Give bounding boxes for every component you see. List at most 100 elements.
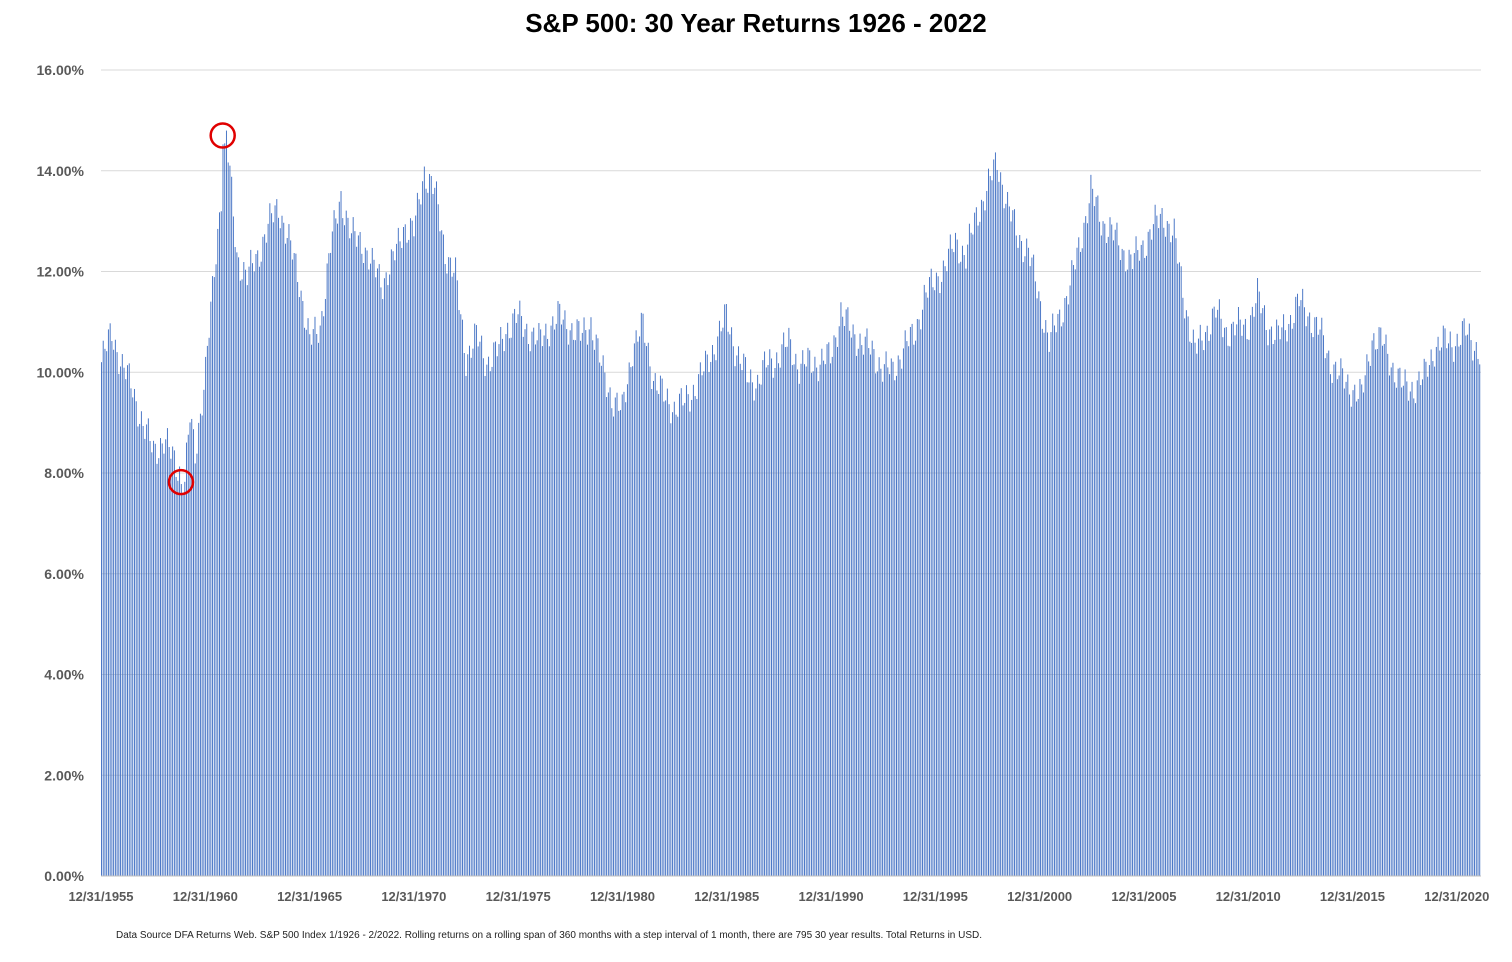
bar [1427, 376, 1429, 876]
bar [670, 423, 672, 876]
bar [994, 152, 996, 877]
bar [522, 336, 524, 876]
bar [1208, 340, 1210, 876]
bar [486, 364, 488, 876]
bar [427, 192, 429, 876]
bar [653, 380, 654, 876]
bar [1139, 260, 1140, 877]
bar [413, 236, 415, 876]
bar [158, 458, 160, 876]
bar [489, 371, 491, 876]
bar [1389, 375, 1390, 876]
bar [550, 325, 552, 876]
bar [897, 355, 899, 877]
bar [118, 373, 120, 876]
bar [625, 402, 627, 876]
bar [680, 388, 682, 876]
bar [878, 357, 880, 876]
bar [533, 327, 535, 876]
bar [941, 281, 943, 876]
bar [661, 378, 663, 876]
bar [1222, 337, 1224, 876]
bar [1147, 231, 1149, 876]
bar [540, 329, 542, 876]
bar [252, 263, 253, 876]
bar [1000, 172, 1002, 876]
bar [1097, 195, 1099, 877]
bar [317, 342, 319, 876]
bar [902, 348, 904, 876]
bar [628, 362, 630, 876]
bar [482, 358, 484, 876]
bar [1191, 342, 1193, 877]
bar [1116, 222, 1118, 876]
bar [184, 481, 186, 876]
bar [595, 334, 597, 877]
bar [1114, 229, 1116, 877]
bar [125, 379, 127, 876]
bar [260, 261, 262, 876]
bar [1224, 327, 1226, 876]
bar [238, 257, 240, 876]
bar [738, 346, 740, 876]
bar [1260, 313, 1262, 877]
bar [529, 351, 531, 877]
bar [186, 442, 188, 876]
bar [859, 333, 861, 877]
bar [297, 282, 299, 876]
bar [422, 181, 424, 876]
bar [1055, 332, 1057, 877]
bar [981, 199, 983, 876]
bar [1265, 330, 1267, 876]
bar [946, 271, 948, 876]
bar [212, 276, 214, 876]
bar [699, 362, 701, 877]
bar [1319, 329, 1321, 876]
bar [967, 244, 969, 877]
bar [646, 346, 648, 876]
bar [958, 263, 960, 876]
bar [561, 324, 562, 876]
bar [250, 249, 252, 876]
bar [276, 199, 278, 877]
bar [809, 350, 811, 876]
bar [764, 351, 766, 877]
bar [974, 212, 976, 876]
bar [1395, 387, 1397, 876]
bar [823, 360, 825, 876]
bar [324, 298, 326, 877]
bar [1250, 315, 1252, 876]
bar [132, 397, 134, 876]
bar [1229, 346, 1231, 877]
bar [107, 329, 109, 876]
bar [988, 168, 989, 876]
bar [885, 351, 887, 876]
bar [574, 340, 576, 876]
bar [356, 246, 358, 876]
bar [503, 351, 505, 877]
bar [114, 339, 116, 876]
bar [1383, 343, 1385, 877]
bar [821, 348, 823, 877]
bar [526, 323, 528, 876]
bar [1430, 349, 1432, 876]
bar [1439, 350, 1441, 876]
bar [590, 317, 592, 877]
x-tick-label: 12/31/1965 [277, 889, 342, 904]
bar [718, 320, 720, 876]
bar [1062, 322, 1064, 876]
bar [1418, 371, 1420, 876]
bar [616, 392, 618, 876]
bar [316, 333, 318, 876]
bar [1369, 365, 1371, 876]
bar [856, 355, 858, 876]
bar [982, 201, 984, 877]
bar [337, 223, 339, 876]
bar [779, 367, 781, 876]
bar [1305, 326, 1307, 877]
bar [630, 367, 632, 876]
bar [741, 370, 743, 876]
bar [1323, 335, 1324, 876]
bar [795, 353, 797, 876]
